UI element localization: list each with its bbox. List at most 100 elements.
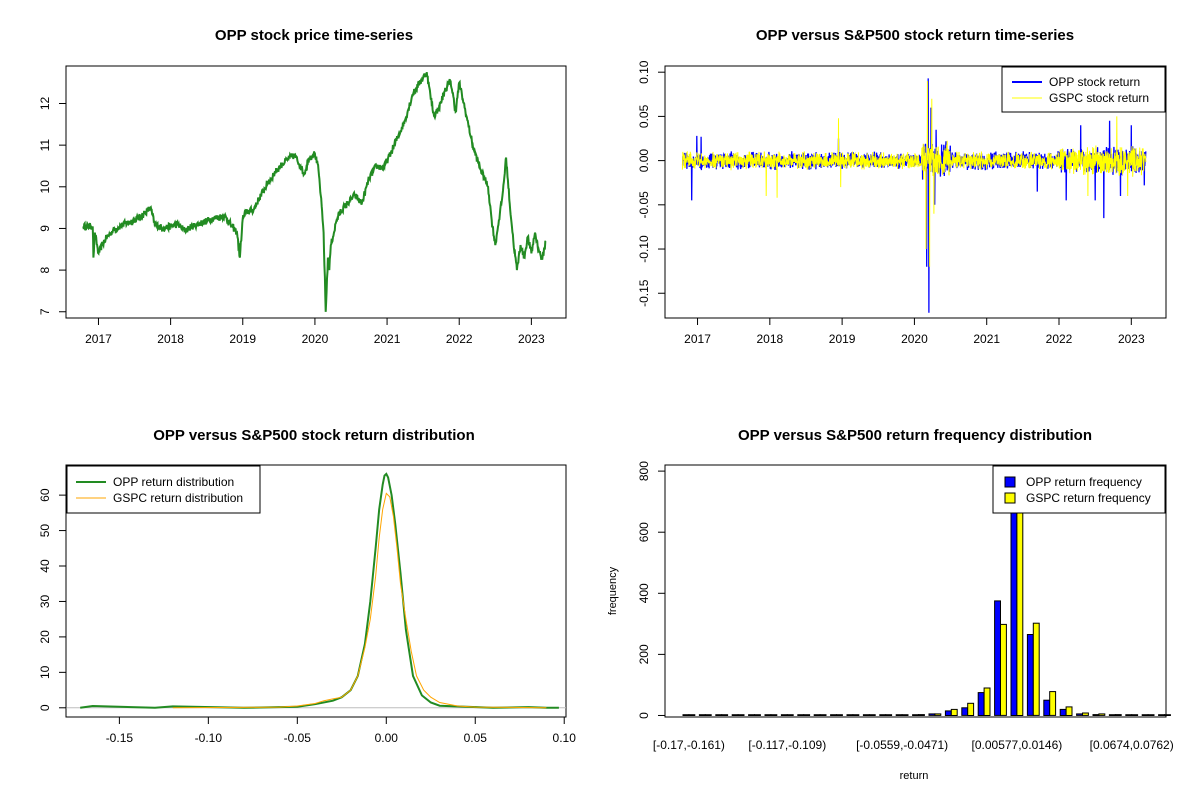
x-tick-label: 0.05 [464, 731, 488, 745]
bar-opp [1158, 714, 1165, 717]
bar-opp [780, 714, 788, 717]
bar-gspc [1098, 713, 1106, 716]
x-tick-label: -0.10 [195, 731, 223, 745]
legend-label-opp: OPP stock return [1049, 75, 1140, 89]
bar-opp [912, 714, 919, 717]
y-tick-label: -0.05 [637, 191, 651, 219]
x-tick-label: 2023 [1118, 332, 1145, 346]
y-tick-label: 40 [38, 559, 52, 573]
bar-opp [846, 714, 854, 717]
bar-gspc [852, 714, 860, 717]
series-line-opp-price [82, 71, 547, 312]
bar-opp [961, 707, 969, 716]
x-axis-label: return [900, 770, 929, 782]
y-tick-label: 8 [38, 266, 52, 273]
bar-gspc [934, 713, 942, 716]
x-tick-label: 2020 [302, 332, 329, 346]
bar-opp [1108, 714, 1116, 717]
y-tick-label: 60 [38, 488, 52, 502]
y-tick-label: -0.10 [637, 235, 651, 263]
x-tick-label: [-0.17,-0.161) [653, 738, 725, 752]
x-tick-label: 2023 [518, 332, 545, 346]
y-tick-label: 20 [38, 630, 52, 644]
y-tick-label: 7 [38, 308, 52, 315]
bar-gspc [1131, 714, 1139, 717]
chart-title: OPP versus S&P500 stock return time-seri… [756, 27, 1074, 44]
bar-opp [748, 714, 755, 717]
x-tick-label: 2017 [85, 332, 112, 346]
y-tick-label: 10 [38, 180, 52, 194]
bar-opp [698, 714, 706, 717]
panel-density: OPP versus S&P500 stock return distribut… [38, 427, 576, 745]
bar-opp [1141, 714, 1149, 717]
bar-gspc [1082, 712, 1089, 716]
y-tick-label: 0.10 [637, 60, 651, 84]
bar-gspc [786, 714, 794, 717]
panel-price: OPP stock price time-series 2017 2018 2019… [38, 27, 567, 346]
bar-gspc [688, 714, 696, 717]
bar-gspc [1016, 485, 1024, 716]
y-tick-label: 12 [38, 96, 52, 110]
legend-label-opp: OPP return frequency [1026, 475, 1142, 489]
y-tick-label: 200 [637, 644, 651, 664]
x-tick-label: [0.00577,0.0146) [972, 738, 1063, 752]
y-tick-label: 50 [38, 524, 52, 538]
legend-label-gspc: GSPC return frequency [1026, 491, 1151, 505]
bar-gspc [885, 714, 893, 717]
series-line-gspc-return [681, 80, 1147, 267]
bar-gspc [1164, 714, 1171, 717]
x-tick-label: 2021 [973, 332, 1000, 346]
x-tick-label: -0.15 [106, 731, 134, 745]
y-tick-label: 0 [637, 712, 651, 719]
legend: OPP return frequency GSPC return frequen… [992, 465, 1166, 514]
legend: OPP stock return GSPC stock return [1001, 66, 1166, 113]
bar-gspc [754, 714, 761, 717]
panel-frequency: OPP versus S&P500 return frequency distr… [607, 427, 1174, 782]
x-tick-label: 2020 [901, 332, 928, 346]
bar-gspc [950, 708, 958, 717]
bar-opp [994, 600, 1001, 716]
panel-returns: OPP versus S&P500 stock return time-seri… [637, 27, 1167, 346]
x-tick-label: 2019 [229, 332, 256, 346]
bar-opp [977, 692, 985, 716]
y-tick-label: 400 [637, 583, 651, 603]
legend-box [1001, 66, 1166, 113]
y-tick-label: 0 [38, 704, 52, 711]
bar-gspc [737, 714, 745, 717]
y-tick-label: 800 [637, 461, 651, 481]
chart-title: OPP versus S&P500 stock return distribut… [153, 427, 475, 444]
bar-opp [1125, 714, 1133, 717]
x-tick-label: [-0.0559,-0.0471) [856, 738, 948, 752]
y-tick-label: 11 [38, 139, 52, 152]
legend-box [992, 465, 1166, 514]
series-line-opp-density [80, 472, 559, 709]
bar-opp [813, 714, 821, 717]
y-tick-label: 10 [38, 665, 52, 679]
x-tick-label: 2018 [756, 332, 783, 346]
x-tick-label: 2018 [157, 332, 184, 346]
y-tick-label: 0.05 [637, 104, 651, 128]
legend: OPP return distribution GSPC return dist… [66, 465, 261, 514]
bar-opp [1043, 699, 1051, 717]
x-tick-label: [-0.117,-0.109) [748, 738, 826, 752]
bar-gspc [819, 714, 827, 717]
plot-frame [65, 65, 567, 319]
y-tick-label: 600 [637, 522, 651, 542]
y-axis-label: frequency [607, 566, 619, 615]
bar-opp [1076, 713, 1083, 716]
y-tick-label: 0.00 [637, 149, 651, 173]
bar-opp [682, 714, 690, 717]
x-tick-label: 2021 [374, 332, 401, 346]
bar-opp [715, 714, 723, 717]
bar-gspc [721, 714, 729, 717]
series-line-opp-return [681, 78, 1147, 313]
x-tick-label: 2022 [446, 332, 473, 346]
bar-opp [944, 710, 952, 717]
bar-opp [731, 714, 739, 717]
bar-opp [862, 714, 870, 717]
x-tick-label: 0.10 [553, 731, 577, 745]
x-tick-label: -0.05 [284, 731, 312, 745]
x-tick-label: 2019 [829, 332, 856, 346]
